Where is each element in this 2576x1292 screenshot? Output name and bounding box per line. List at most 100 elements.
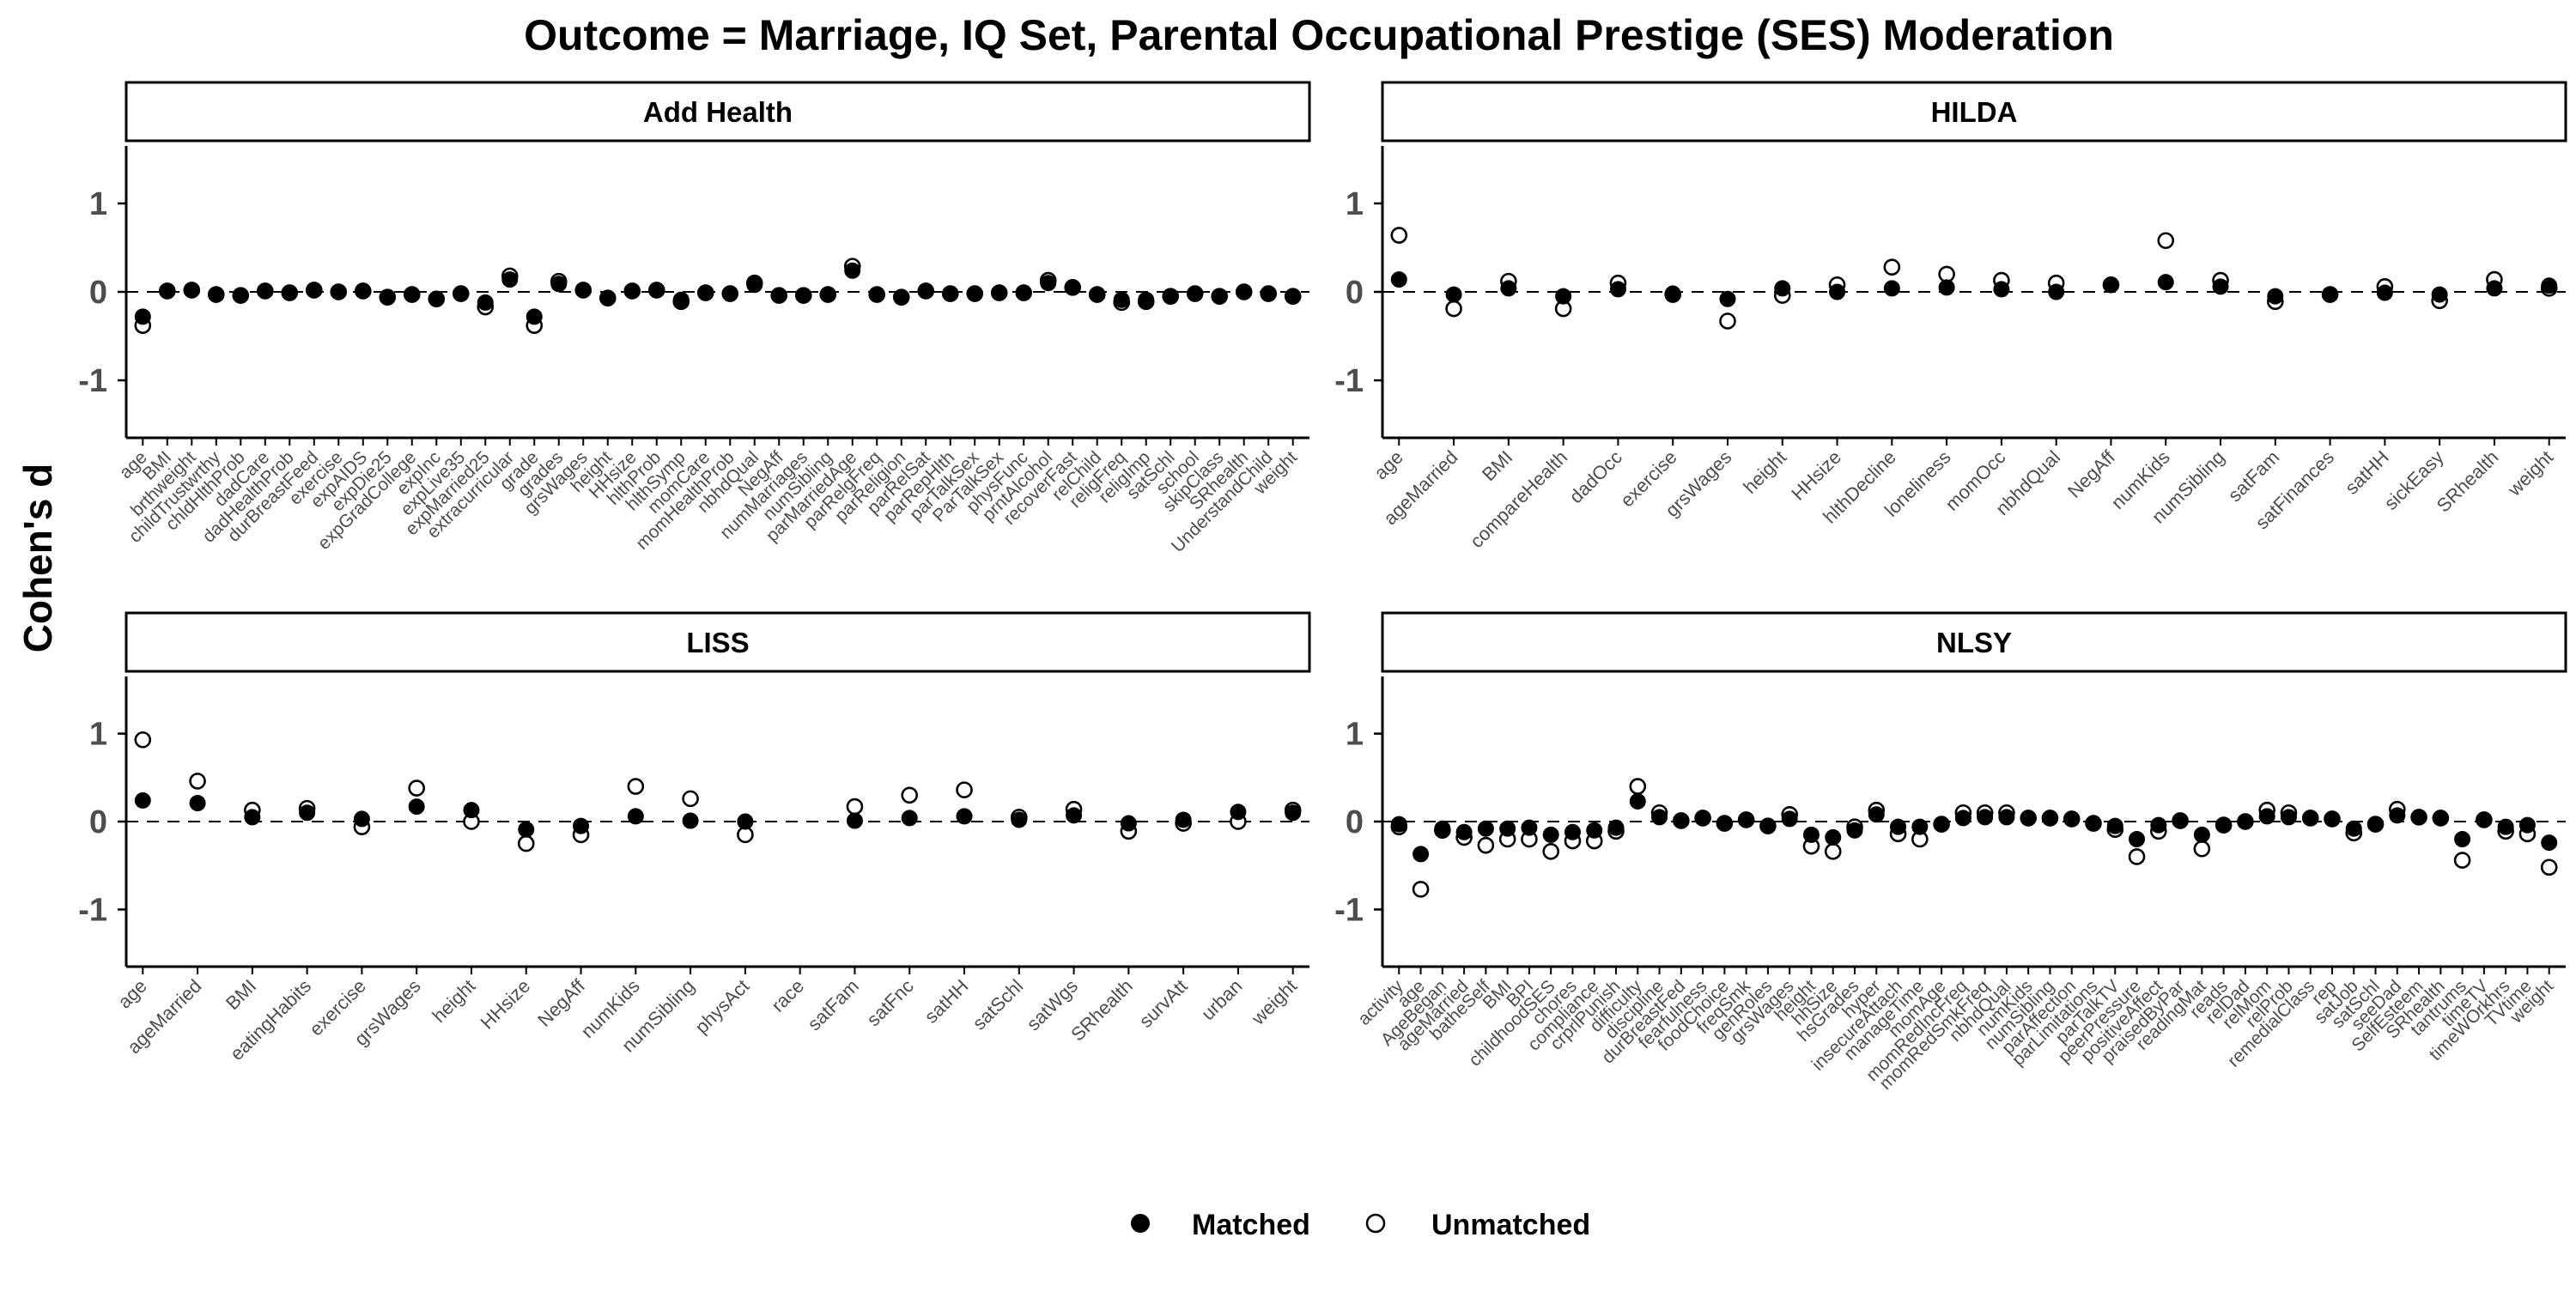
matched-point	[2020, 810, 2037, 827]
matched-point	[721, 285, 738, 302]
y-tick-label: 0	[1346, 804, 1364, 840]
x-tick-label: weight	[1247, 975, 1301, 1029]
matched-point	[2476, 811, 2493, 828]
matched-point	[956, 808, 973, 825]
matched-point	[353, 810, 370, 828]
matched-point	[2497, 818, 2514, 835]
matched-point	[550, 276, 568, 293]
matched-point	[795, 287, 812, 304]
matched-point	[623, 282, 641, 300]
matched-point	[1521, 819, 1538, 836]
unmatched-point	[1390, 227, 1408, 244]
matched-point	[1716, 815, 1733, 832]
x-tick-label: dadOcc	[1565, 446, 1626, 507]
matched-point	[355, 282, 372, 300]
matched-point	[1175, 811, 1192, 828]
y-tick-label: -1	[1334, 892, 1364, 928]
matched-point	[1211, 288, 1228, 305]
matched-point	[917, 282, 934, 300]
matched-point	[1555, 288, 1572, 305]
unmatched-point	[1477, 836, 1495, 854]
matched-point	[1285, 804, 1302, 822]
matched-point	[2085, 815, 2102, 832]
unmatched-point	[1412, 881, 1430, 898]
unmatched-point	[2128, 848, 2146, 865]
matched-point	[1390, 271, 1407, 288]
matched-point	[2431, 286, 2448, 303]
matched-point	[901, 810, 918, 827]
matched-point	[1719, 290, 1736, 307]
y-tick-label: 0	[89, 275, 107, 311]
matched-point	[2212, 278, 2229, 295]
matched-point	[526, 308, 543, 325]
matched-point	[2518, 816, 2536, 834]
matched-point	[1586, 822, 1603, 839]
matched-point	[1113, 291, 1130, 308]
matched-point	[189, 794, 206, 811]
panel-strip	[125, 611, 1311, 673]
unmatched-point	[189, 773, 206, 790]
matched-point	[2150, 816, 2167, 834]
matched-point	[1040, 275, 1057, 292]
matched-point	[2172, 812, 2189, 829]
matched-point	[1120, 815, 1137, 832]
matched-point	[299, 804, 316, 822]
matched-point	[428, 290, 445, 307]
matched-point	[1629, 792, 1646, 810]
matched-point	[2129, 830, 2146, 847]
matched-point	[672, 291, 690, 308]
y-tick-label: 1	[89, 186, 107, 222]
matched-point	[1500, 280, 1517, 297]
matched-point	[1434, 820, 1451, 837]
matched-point	[2389, 807, 2406, 824]
y-tick-label: 0	[89, 804, 107, 840]
matched-point	[1230, 804, 1247, 821]
matched-point	[1846, 822, 1863, 839]
matched-point	[1236, 283, 1253, 300]
matched-point	[232, 287, 249, 304]
x-tick-label: compareHealth	[1466, 446, 1571, 552]
matched-point	[574, 282, 592, 299]
matched-point	[2102, 276, 2119, 294]
matched-point	[942, 285, 959, 302]
panel-strip	[125, 81, 1311, 143]
unmatched-point	[2540, 858, 2558, 876]
matched-point	[1938, 279, 1955, 296]
matched-point	[134, 308, 151, 325]
x-tick-label: satFam	[803, 975, 863, 1035]
matched-point	[2454, 830, 2471, 847]
unmatched-point	[1824, 843, 1842, 860]
y-tick-label: 1	[1346, 717, 1364, 753]
matched-point	[1011, 811, 1028, 828]
legend-unmatched-label: Unmatched	[1431, 1209, 1590, 1241]
matched-point	[477, 294, 494, 311]
matched-point	[893, 288, 910, 306]
matched-point	[1998, 809, 2015, 826]
matched-point	[2410, 809, 2427, 826]
matched-point	[573, 817, 590, 834]
legend: Matched Unmatched	[1131, 1209, 1590, 1241]
matched-point	[1066, 807, 1083, 824]
x-tick-label: survAtt	[1135, 975, 1192, 1032]
matched-point	[697, 284, 714, 301]
panel-title: LISS	[686, 627, 749, 658]
matched-point	[2376, 284, 2393, 301]
matched-point	[1759, 817, 1777, 834]
x-tick-label: height	[428, 975, 479, 1027]
matched-point	[2063, 810, 2081, 828]
matched-point	[746, 276, 763, 294]
matched-point	[1413, 846, 1430, 863]
y-tick-label: 0	[1346, 275, 1364, 311]
matched-point	[244, 809, 261, 826]
matched-point	[2106, 817, 2123, 834]
matched-point	[2041, 810, 2058, 827]
matched-point	[159, 282, 176, 300]
matched-point	[2541, 834, 2558, 852]
x-tick-label: urban	[1197, 975, 1246, 1024]
x-tick-label: height	[1739, 446, 1790, 498]
y-tick-label: -1	[78, 363, 107, 399]
matched-point	[1477, 820, 1494, 837]
matched-point	[819, 286, 836, 303]
